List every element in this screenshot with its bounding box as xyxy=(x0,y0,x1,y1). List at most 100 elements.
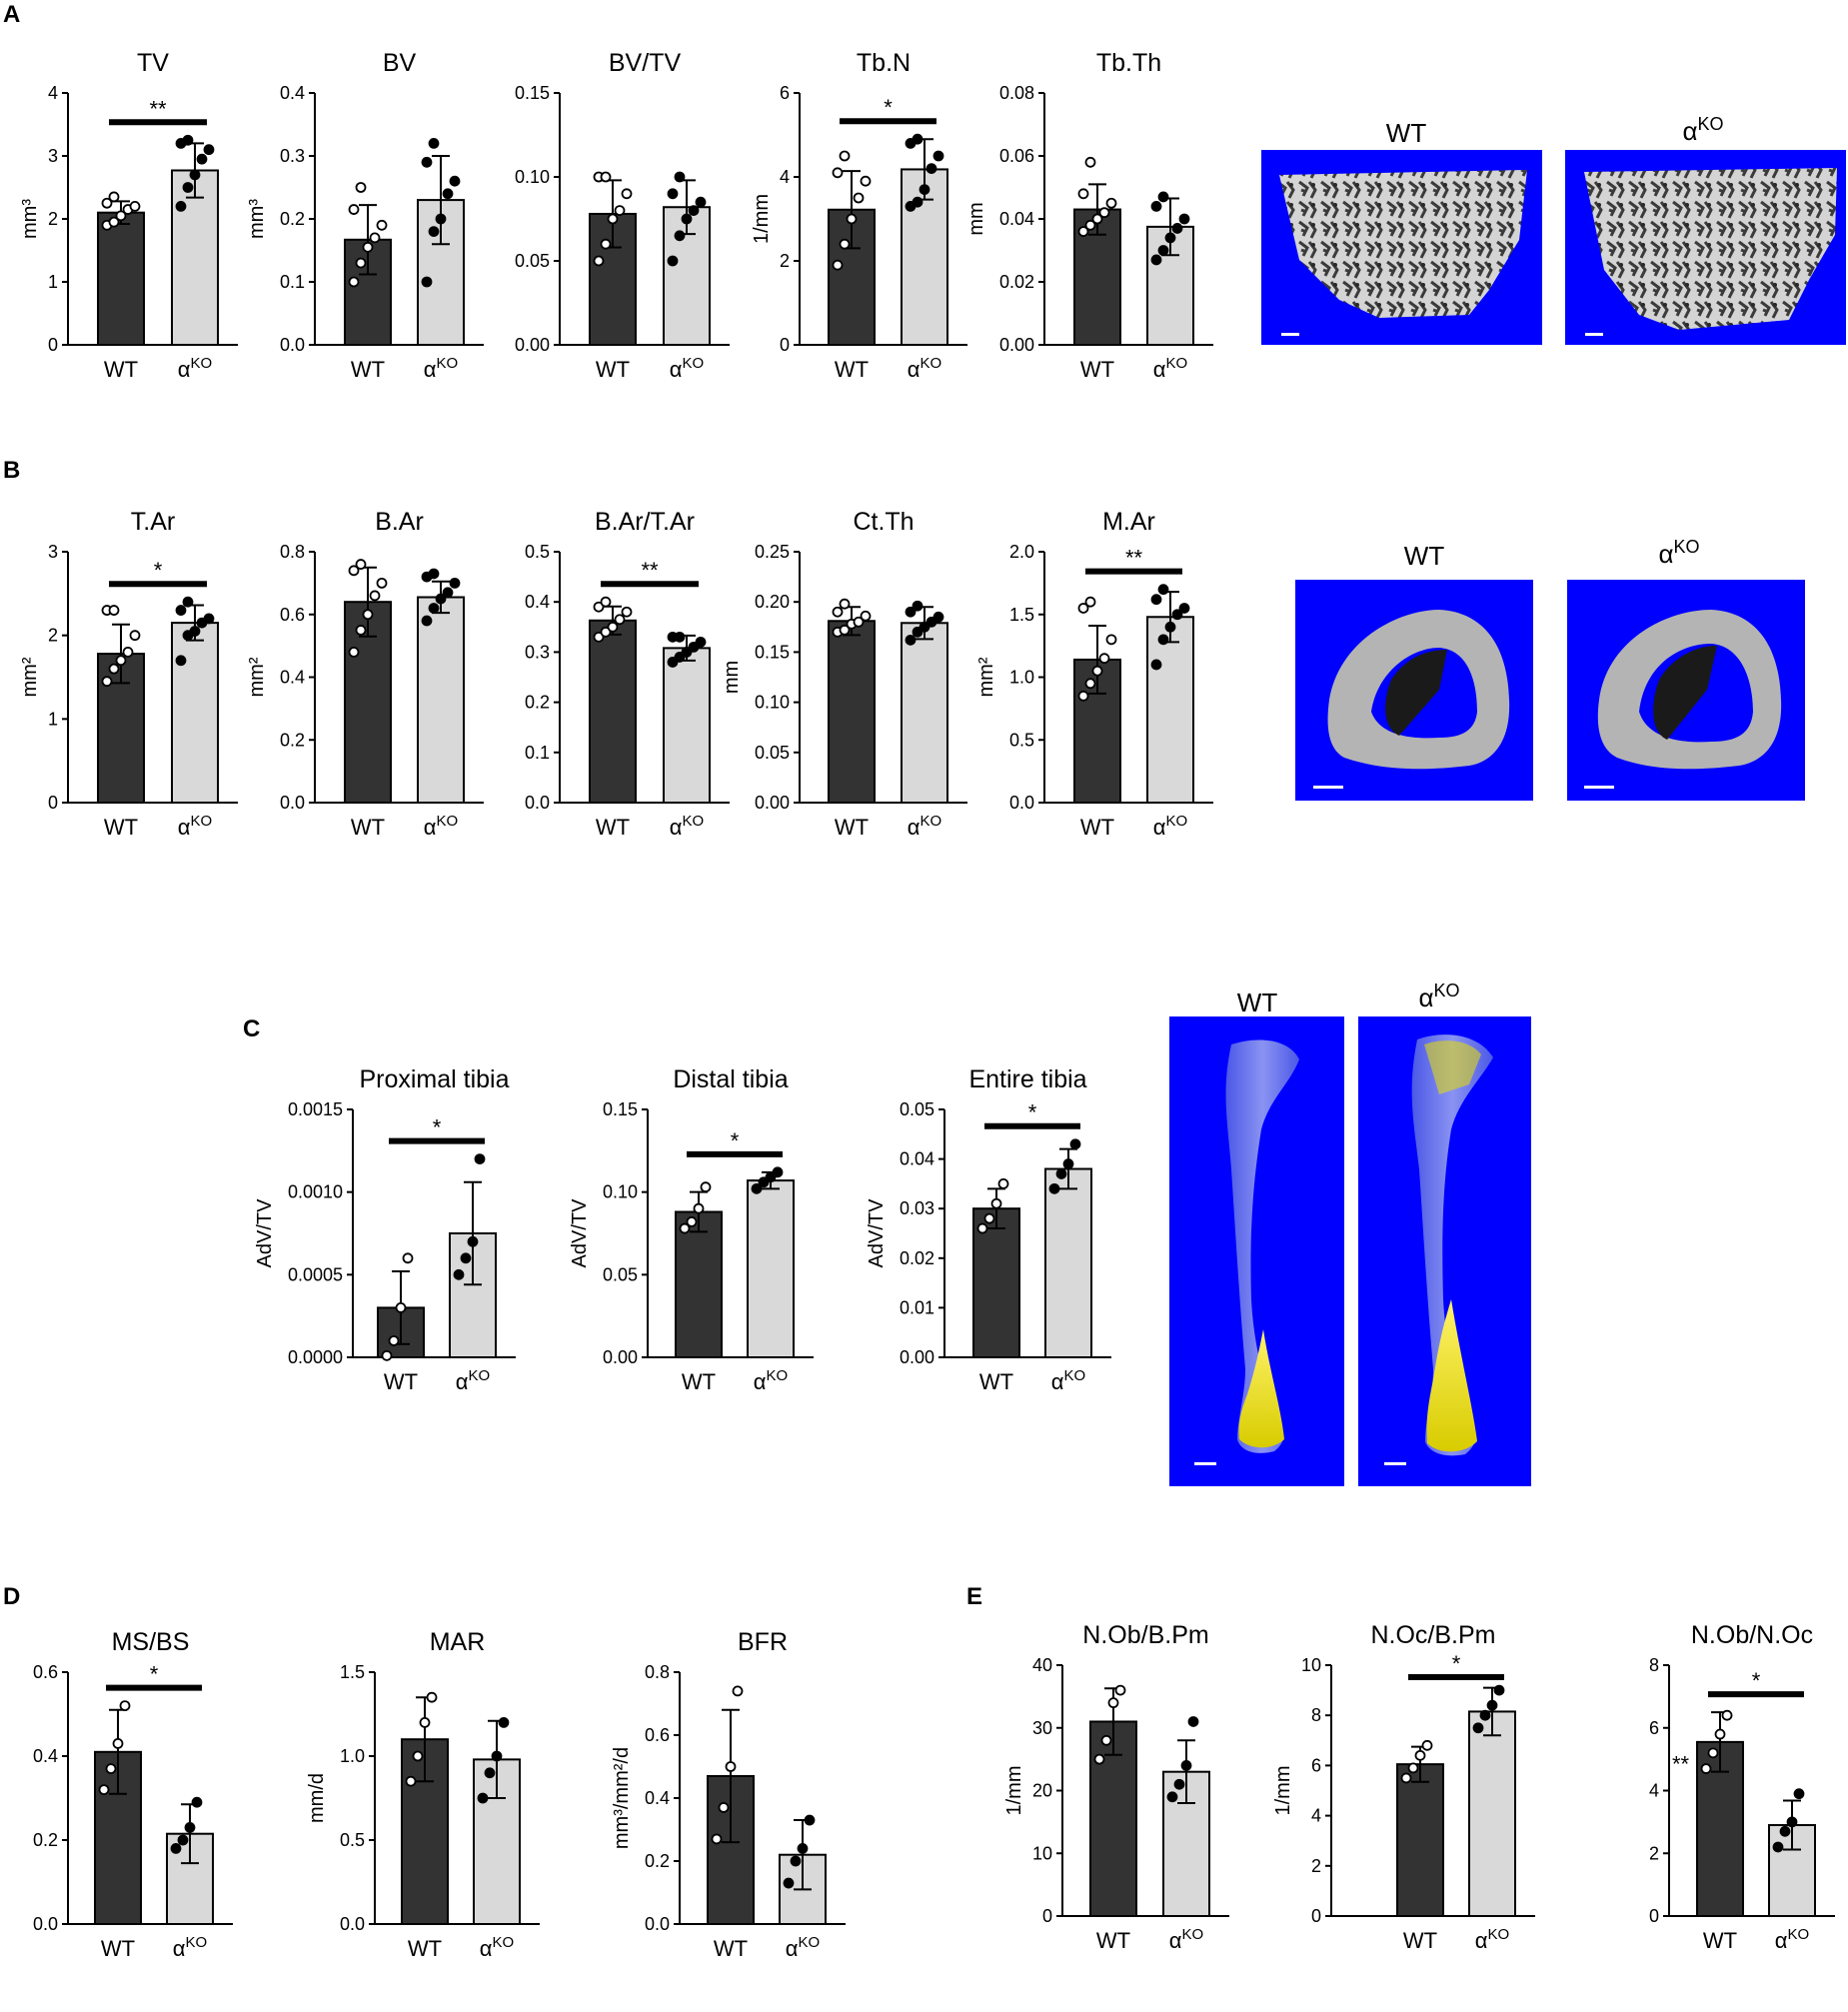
chart-title: Tb.N xyxy=(857,49,911,77)
data-point-wt xyxy=(395,1302,407,1313)
data-point-wt xyxy=(1084,678,1096,690)
y-tick-label: 0.2 xyxy=(33,1830,58,1850)
data-point-ko xyxy=(449,175,461,187)
data-point-ko xyxy=(1150,659,1162,671)
chart-title: Proximal tibia xyxy=(359,1065,509,1093)
y-tick-label: 0.0 xyxy=(525,793,550,813)
data-point-ko xyxy=(1055,1168,1067,1179)
category-label-ko: αKO xyxy=(786,1934,820,1961)
category-label-ko: αKO xyxy=(424,355,458,382)
y-tick-label: 0.0 xyxy=(340,1914,365,1934)
data-point-ko xyxy=(1472,1722,1484,1734)
data-point-ko xyxy=(912,626,924,638)
data-point-wt xyxy=(355,559,367,570)
y-tick-label: 0.0 xyxy=(280,793,305,813)
data-point-wt xyxy=(621,606,633,618)
category-label-ko: αKO xyxy=(908,355,941,382)
tibia-scan-ko: αKO xyxy=(1358,981,1531,1486)
data-point-wt xyxy=(686,1216,698,1227)
data-point-wt xyxy=(839,150,851,162)
y-tick-label: 30 xyxy=(1032,1718,1052,1738)
y-tick-label: 0.00 xyxy=(999,335,1034,355)
data-point-wt xyxy=(593,255,605,267)
data-point-ko xyxy=(932,150,944,162)
y-tick-label: 1.5 xyxy=(340,1662,365,1682)
bar-ko xyxy=(901,622,948,804)
data-point-ko xyxy=(474,1153,486,1164)
y-axis-label: 1/mm xyxy=(751,194,773,244)
data-point-ko xyxy=(912,133,924,145)
y-tick-label: 0.10 xyxy=(603,1182,638,1202)
y-tick-label: 0.3 xyxy=(280,146,305,166)
data-point-wt xyxy=(860,175,872,187)
data-point-ko xyxy=(1164,232,1176,244)
y-axis-label: AdV/TV xyxy=(254,1198,276,1268)
y-axis-label: mm² xyxy=(19,657,41,697)
data-point-ko xyxy=(182,134,194,146)
data-point-ko xyxy=(1171,223,1183,234)
chart-title: Distal tibia xyxy=(673,1065,788,1093)
data-point-wt xyxy=(1421,1739,1433,1751)
chart-e-nobbpm: N.Ob/B.Pm 0 10 20 30 40 1/mm WT αKO xyxy=(1003,1621,1229,1953)
panel-letter-c: C xyxy=(243,1015,260,1042)
chart-title: Ct.Th xyxy=(853,508,914,536)
trabecular-scan-ko: αKO xyxy=(1565,114,1846,345)
data-point-wt xyxy=(101,676,113,688)
category-label-wt: WT xyxy=(596,815,630,840)
y-axis-label: mm/d xyxy=(306,1773,328,1823)
data-point-wt xyxy=(853,616,865,628)
y-tick-label: 0.2 xyxy=(280,209,305,229)
y-tick-label: 0 xyxy=(1649,1906,1659,1926)
chart-title: N.Oc/B.Pm xyxy=(1370,1621,1495,1649)
y-tick-label: 0.5 xyxy=(1009,730,1034,750)
chart-b-bartar: B.Ar/T.Ar 0.0 0.1 0.2 0.3 0.4 0.5 WT αKO ** xyxy=(525,508,730,840)
data-point-wt xyxy=(348,276,360,288)
data-point-ko xyxy=(688,641,700,653)
chart-a-tv: TV 0 1 2 3 4 mm³ WT αKO ** xyxy=(19,49,238,382)
data-point-ko xyxy=(667,255,679,267)
y-tick-label: 0 xyxy=(1042,1906,1052,1926)
data-point-wt xyxy=(348,204,360,215)
y-tick-label: 0.05 xyxy=(515,251,550,271)
data-point-wt xyxy=(129,200,141,212)
y-tick-label: 4 xyxy=(1649,1781,1659,1801)
data-point-wt xyxy=(115,655,127,667)
data-point-wt xyxy=(607,213,619,225)
data-point-wt xyxy=(621,188,633,200)
y-tick-label: 0.6 xyxy=(280,605,305,625)
cortical-scan-ko: αKO xyxy=(1567,537,1805,801)
chart-c-ent: Entire tibia 0.00 0.01 0.02 0.03 0.04 0.05 AdV/… xyxy=(866,1065,1111,1394)
scale-bar xyxy=(1194,1462,1216,1465)
bar-wt xyxy=(828,620,876,804)
category-label-ko: αKO xyxy=(178,355,212,382)
y-tick-label: 0.02 xyxy=(999,272,1034,292)
data-point-wt xyxy=(1093,1753,1105,1765)
chart-title: TV xyxy=(137,49,169,77)
y-axis-label: mm³ xyxy=(19,199,41,239)
data-point-ko xyxy=(1157,191,1169,203)
bar-ko xyxy=(747,1179,795,1359)
data-point-ko xyxy=(449,577,461,589)
category-label-ko: αKO xyxy=(908,813,941,840)
chart-title: BFR xyxy=(738,1628,788,1656)
data-point-wt xyxy=(718,1802,730,1813)
data-point-wt xyxy=(1098,207,1110,219)
y-tick-label: 0.4 xyxy=(33,1746,58,1766)
data-point-wt xyxy=(1721,1709,1733,1721)
y-tick-label: 6 xyxy=(1311,1755,1321,1775)
chart-title: M.Ar xyxy=(1102,508,1155,536)
data-point-ko xyxy=(905,606,917,618)
y-tick-label: 0.05 xyxy=(755,743,790,763)
chart-title: BV/TV xyxy=(609,49,682,77)
chart-title: T.Ar xyxy=(131,508,175,536)
data-point-ko xyxy=(203,613,215,625)
data-point-wt xyxy=(600,171,612,183)
data-point-ko xyxy=(428,603,440,614)
bar-ko xyxy=(1468,1710,1516,1918)
chart-b-mar: M.Ar 0.0 0.5 1.0 1.5 2.0 mm² WT αKO ** xyxy=(975,508,1213,840)
data-point-ko xyxy=(667,657,679,668)
data-point-wt xyxy=(405,1775,417,1787)
y-tick-label: 0 xyxy=(48,793,58,813)
y-tick-label: 1 xyxy=(48,272,58,292)
